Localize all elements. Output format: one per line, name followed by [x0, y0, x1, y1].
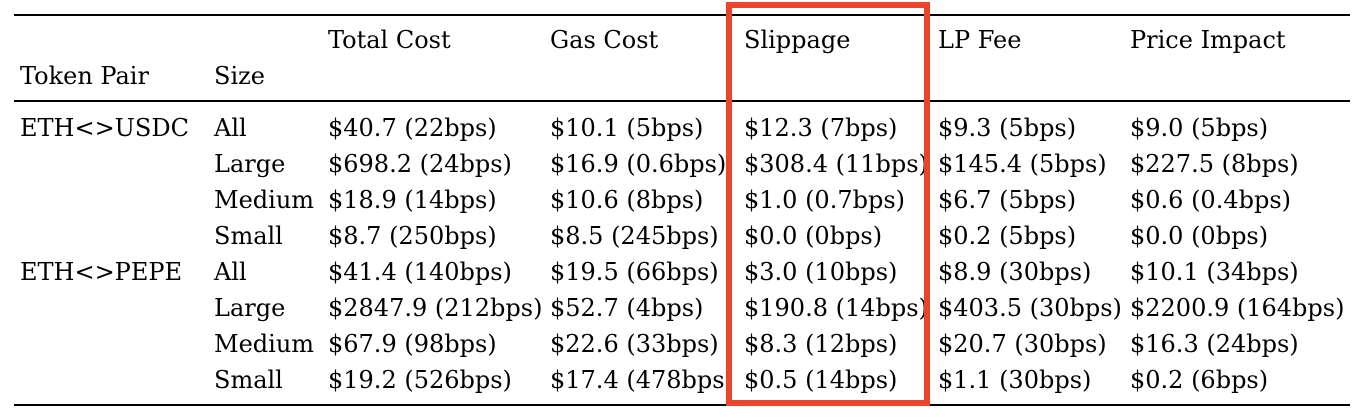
header-total-cost: Total Cost — [328, 26, 451, 54]
table-bottom-rule — [14, 404, 1350, 406]
cost-breakdown-table: Token Pair Size Total Cost Gas Cost Slip… — [14, 2, 1350, 406]
table-top-rule — [14, 14, 1350, 16]
table-header-rule — [14, 100, 1350, 102]
row-total-cost: $19.2 (526bps) — [328, 366, 512, 394]
row-lp-fee: $145.4 (5bps) — [938, 150, 1107, 178]
row-lp-fee: $20.7 (30bps) — [938, 330, 1107, 358]
row-lp-fee: $9.3 (5bps) — [938, 114, 1077, 142]
row-slippage: $1.0 (0.7bps) — [744, 186, 906, 214]
row-gas-cost: $52.7 (4bps) — [550, 294, 704, 322]
row-lp-fee: $0.2 (5bps) — [938, 222, 1077, 250]
row-size: All — [214, 114, 247, 142]
row-size: All — [214, 258, 247, 286]
row-slippage: $8.3 (12bps) — [744, 330, 898, 358]
row-gas-cost: $22.6 (33bps) — [550, 330, 719, 358]
row-slippage: $190.8 (14bps) — [744, 294, 928, 322]
row-token-pair: ETH<>USDC — [20, 114, 189, 142]
row-total-cost: $2847.9 (212bps) — [328, 294, 543, 322]
row-slippage: $308.4 (11bps) — [744, 150, 928, 178]
header-slippage: Slippage — [744, 26, 851, 54]
row-token-pair: ETH<>PEPE — [20, 258, 183, 286]
row-size: Medium — [214, 330, 315, 358]
header-price-impact: Price Impact — [1130, 26, 1286, 54]
row-price-impact: $16.3 (24bps) — [1130, 330, 1299, 358]
row-total-cost: $41.4 (140bps) — [328, 258, 512, 286]
row-slippage: $3.0 (10bps) — [744, 258, 898, 286]
row-total-cost: $8.7 (250bps) — [328, 222, 497, 250]
row-total-cost: $18.9 (14bps) — [328, 186, 497, 214]
row-gas-cost: $17.4 (478bps — [550, 366, 725, 394]
row-lp-fee: $403.5 (30bps) — [938, 294, 1122, 322]
row-gas-cost: $10.6 (8bps) — [550, 186, 704, 214]
header-gas-cost: Gas Cost — [550, 26, 659, 54]
row-price-impact: $10.1 (34bps) — [1130, 258, 1299, 286]
row-size: Large — [214, 294, 286, 322]
row-size: Small — [214, 222, 283, 250]
row-lp-fee: $6.7 (5bps) — [938, 186, 1077, 214]
row-lp-fee: $8.9 (30bps) — [938, 258, 1092, 286]
row-lp-fee: $1.1 (30bps) — [938, 366, 1092, 394]
row-size: Small — [214, 366, 283, 394]
row-total-cost: $698.2 (24bps) — [328, 150, 512, 178]
header-size: Size — [214, 62, 265, 90]
row-price-impact: $227.5 (8bps) — [1130, 150, 1299, 178]
row-gas-cost: $8.5 (245bps) — [550, 222, 719, 250]
row-slippage: $0.5 (14bps) — [744, 366, 898, 394]
row-price-impact: $9.0 (5bps) — [1130, 114, 1269, 142]
row-gas-cost: $19.5 (66bps) — [550, 258, 719, 286]
row-price-impact: $2200.9 (164bps) — [1130, 294, 1345, 322]
row-size: Large — [214, 150, 286, 178]
header-lp-fee: LP Fee — [938, 26, 1022, 54]
row-total-cost: $40.7 (22bps) — [328, 114, 497, 142]
row-gas-cost: $16.9 (0.6bps) — [550, 150, 727, 178]
row-size: Medium — [214, 186, 315, 214]
row-slippage: $12.3 (7bps) — [744, 114, 898, 142]
row-price-impact: $0.2 (6bps) — [1130, 366, 1269, 394]
header-token-pair: Token Pair — [20, 62, 149, 90]
row-price-impact: $0.0 (0bps) — [1130, 222, 1269, 250]
row-price-impact: $0.6 (0.4bps) — [1130, 186, 1292, 214]
row-total-cost: $67.9 (98bps) — [328, 330, 497, 358]
row-gas-cost: $10.1 (5bps) — [550, 114, 704, 142]
row-slippage: $0.0 (0bps) — [744, 222, 883, 250]
